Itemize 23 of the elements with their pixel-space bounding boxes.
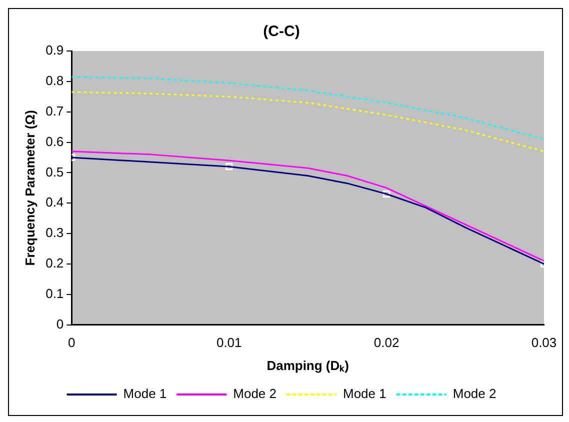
- y-tick-label: 0.1: [46, 286, 64, 301]
- x-tick-label: 0.01: [216, 335, 242, 350]
- x-tick-label: 0.02: [374, 335, 400, 350]
- y-tick-label: 0.8: [46, 73, 64, 88]
- chart-title: (C-C): [263, 23, 300, 40]
- line-series: [72, 91, 544, 152]
- y-tick-label: 0.5: [46, 164, 64, 180]
- y-tick-label: 0.9: [46, 42, 64, 58]
- y-tick-label: 0: [56, 316, 64, 332]
- x-axis-title: Damping (Dₖ): [266, 358, 349, 373]
- y-axis-title: Frequency Parameter (Ω): [22, 110, 38, 266]
- line-series: [72, 76, 544, 140]
- legend-label: Mode 2: [452, 386, 496, 402]
- x-tick-label: 0.03: [531, 335, 557, 350]
- x-tick-label: 0: [68, 335, 76, 350]
- y-tick-label: 0.2: [46, 256, 64, 271]
- y-tick-label: 0.3: [46, 225, 64, 240]
- y-tick-label: 0.6: [46, 134, 64, 149]
- legend-label: Mode 2: [233, 386, 277, 402]
- y-tick-label: 0.4: [46, 194, 64, 210]
- legend-label: Mode 1: [123, 386, 167, 402]
- y-tick-label: 0.7: [46, 103, 64, 118]
- legend-label: Mode 1: [343, 386, 386, 402]
